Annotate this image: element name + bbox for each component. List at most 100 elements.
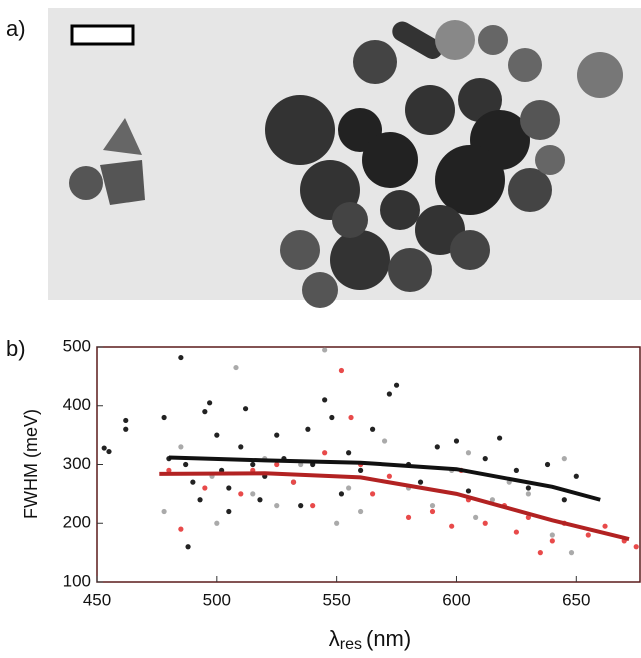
- point: [274, 432, 280, 438]
- point: [633, 544, 639, 550]
- point: [568, 550, 575, 556]
- point: [482, 520, 488, 526]
- y-axis-label: FWHM (meV): [21, 409, 41, 519]
- point: [322, 347, 328, 353]
- point: [449, 523, 455, 529]
- point: [202, 409, 208, 415]
- point: [214, 432, 220, 438]
- x-tick-label: 600: [442, 590, 470, 609]
- point: [233, 364, 239, 371]
- point: [358, 508, 364, 515]
- point: [202, 485, 208, 491]
- point: [183, 461, 189, 468]
- point: [585, 532, 591, 538]
- point: [207, 400, 213, 406]
- plot: 450 500 550 600 650 100 200 300 400 500: [63, 336, 641, 609]
- point: [393, 382, 400, 388]
- x-unit: (nm): [366, 626, 411, 651]
- x-tick-label: 550: [322, 590, 350, 609]
- point: [242, 406, 249, 412]
- point: [161, 508, 167, 515]
- x-symbol: λ: [329, 626, 340, 651]
- panel-label: b): [6, 336, 26, 361]
- point: [489, 497, 496, 503]
- point: [369, 426, 376, 432]
- x-tick-label: 650: [562, 590, 590, 609]
- point: [190, 479, 196, 485]
- point: [226, 485, 232, 491]
- point: [123, 426, 129, 432]
- point: [106, 448, 112, 455]
- point: [513, 529, 519, 535]
- point: [257, 497, 263, 503]
- point: [305, 426, 311, 432]
- point: [386, 473, 392, 479]
- point: [473, 514, 479, 520]
- point: [178, 444, 184, 450]
- x-tick-label: 450: [83, 590, 111, 609]
- point: [197, 497, 203, 503]
- point: [561, 456, 567, 462]
- point: [482, 456, 488, 462]
- point: [381, 438, 388, 444]
- point: [161, 414, 167, 421]
- point: [549, 532, 555, 538]
- point: [434, 444, 440, 450]
- point: [178, 354, 184, 361]
- point: [274, 503, 280, 509]
- point: [178, 526, 184, 532]
- x-tick-label: 500: [203, 590, 231, 609]
- point: [185, 544, 191, 550]
- y-tick-label: 200: [63, 513, 91, 532]
- fit-line: [159, 471, 630, 542]
- point: [453, 438, 460, 444]
- point: [226, 508, 232, 515]
- point: [322, 450, 328, 456]
- point: [338, 367, 345, 374]
- point: [544, 461, 551, 468]
- point: [602, 523, 608, 529]
- point: [348, 414, 354, 421]
- point: [429, 508, 436, 515]
- point: [429, 503, 436, 509]
- point: [573, 473, 579, 479]
- panel-label: a): [6, 16, 26, 41]
- point: [329, 414, 335, 421]
- point: [123, 417, 129, 424]
- tem-image: [48, 8, 641, 308]
- point: [274, 461, 280, 468]
- point: [386, 391, 392, 397]
- point: [250, 491, 256, 497]
- fit-line: [168, 455, 601, 502]
- point: [513, 467, 519, 473]
- y-tick-label: 300: [63, 454, 91, 473]
- x-axis-label: λres (nm): [329, 626, 411, 653]
- point: [238, 444, 244, 450]
- point: [346, 450, 352, 456]
- point: [334, 520, 340, 526]
- point: [338, 491, 345, 497]
- point: [298, 503, 304, 509]
- point: [405, 514, 412, 520]
- point: [465, 450, 472, 456]
- point: [166, 467, 172, 473]
- point: [310, 503, 316, 509]
- point: [101, 445, 107, 451]
- point: [417, 479, 424, 485]
- point: [250, 461, 256, 468]
- point: [214, 520, 220, 526]
- y-tick-label: 500: [63, 336, 91, 355]
- y-tick-label: 400: [63, 395, 91, 414]
- point: [465, 488, 472, 494]
- point: [537, 550, 543, 556]
- point: [290, 479, 297, 485]
- point: [525, 485, 531, 491]
- point: [322, 397, 328, 403]
- x-subscript: res: [340, 636, 362, 653]
- point: [549, 538, 555, 544]
- point: [561, 497, 567, 503]
- point: [369, 491, 376, 497]
- point: [346, 485, 352, 491]
